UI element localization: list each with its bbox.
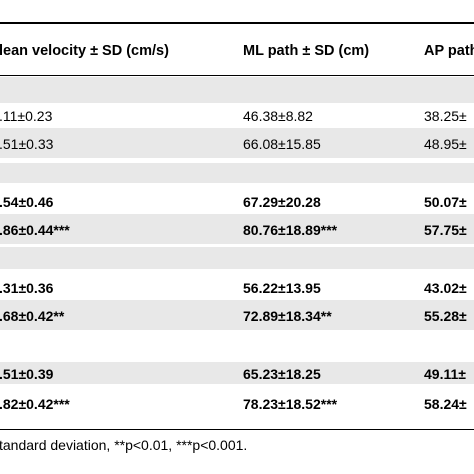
cell-ml-path: 65.23±18.25 bbox=[243, 366, 321, 382]
cell-ml-path: 80.76±18.89*** bbox=[243, 222, 338, 238]
group-band-3 bbox=[0, 163, 474, 183]
cell-ap-path: 57.75± bbox=[424, 222, 467, 238]
group-band-6 bbox=[0, 300, 474, 330]
cell-velocity: .11±0.23 bbox=[0, 108, 53, 124]
table-footnote: tandard deviation, **p<0.01, ***p<0.001. bbox=[0, 437, 248, 453]
cell-velocity: .31±0.36 bbox=[0, 280, 54, 296]
cell-ap-path: 38.25± bbox=[424, 108, 467, 124]
cell-velocity: .54±0.46 bbox=[0, 194, 54, 210]
cell-ap-path: 48.95± bbox=[424, 136, 467, 152]
cell-ap-path: 49.11± bbox=[424, 366, 466, 382]
cell-ml-path: 78.23±18.52*** bbox=[243, 396, 338, 412]
cell-ml-path: 66.08±15.85 bbox=[243, 136, 321, 152]
group-band-1 bbox=[0, 77, 474, 103]
header-ap-path: AP path bbox=[424, 43, 474, 59]
cell-velocity: .51±0.39 bbox=[0, 366, 54, 382]
cell-ap-path: 58.24± bbox=[424, 396, 467, 412]
cell-ap-path: 50.07± bbox=[424, 194, 467, 210]
cell-ml-path: 56.22±13.95 bbox=[243, 280, 321, 296]
cell-ml-path: 46.38±8.82 bbox=[243, 108, 313, 124]
cell-velocity: .86±0.44*** bbox=[0, 222, 70, 238]
group-band-4 bbox=[0, 214, 474, 244]
cell-ap-path: 43.02± bbox=[424, 280, 467, 296]
table-bottom-rule bbox=[0, 429, 474, 430]
cell-velocity: .68±0.42** bbox=[0, 308, 65, 324]
header-mean-velocity: lean velocity ± SD (cm/s) bbox=[0, 43, 169, 59]
cell-ap-path: 55.28± bbox=[424, 308, 467, 324]
header-bottom-rule bbox=[0, 75, 474, 76]
header-ml-path: ML path ± SD (cm) bbox=[243, 43, 370, 59]
table-top-rule bbox=[0, 22, 474, 24]
group-band-5 bbox=[0, 247, 474, 269]
cell-ml-path: 67.29±20.28 bbox=[243, 194, 321, 210]
group-band-2 bbox=[0, 128, 474, 158]
cell-ml-path: 72.89±18.34** bbox=[243, 308, 332, 324]
cell-velocity: .82±0.42*** bbox=[0, 396, 70, 412]
group-band-7 bbox=[0, 362, 474, 384]
cell-velocity: .51±0.33 bbox=[0, 136, 54, 152]
